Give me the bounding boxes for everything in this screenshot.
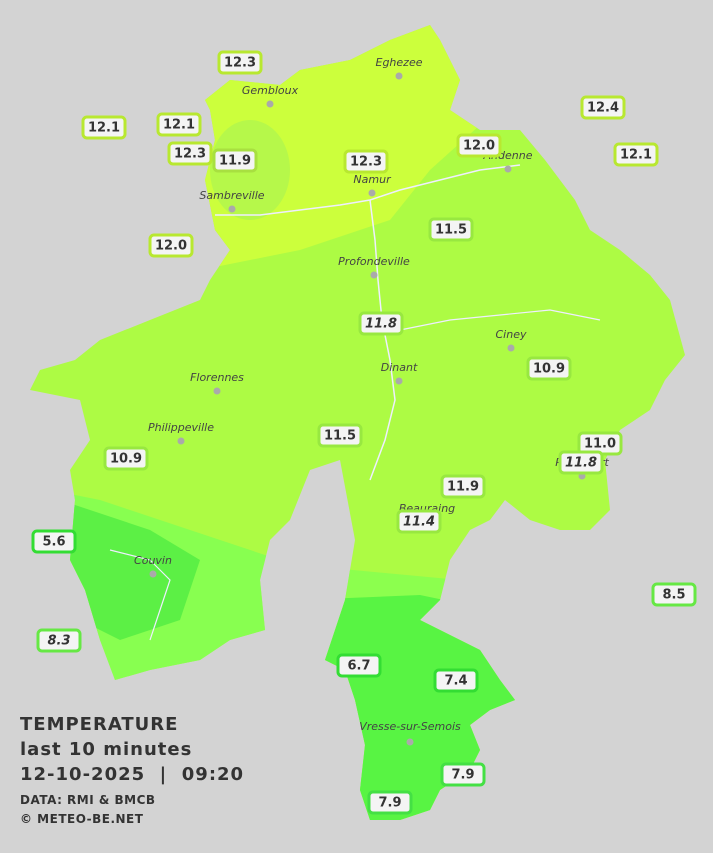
- station-value: 12.3: [350, 155, 382, 170]
- station-badge: [428, 217, 474, 242]
- station-value: 11.9: [219, 154, 251, 169]
- station-badge: [440, 474, 486, 499]
- station-value: 11.8: [565, 456, 597, 471]
- station-badge: [396, 509, 442, 534]
- town-dot: [507, 344, 515, 352]
- station-badge: [317, 423, 363, 448]
- station-value: 12.0: [155, 239, 187, 254]
- station-value: 12.4: [587, 101, 619, 116]
- town-dot: [149, 570, 157, 578]
- station-value: 12.0: [463, 139, 495, 154]
- station-badge: [36, 628, 82, 653]
- town-name: Vresse-sur-Semois: [359, 720, 461, 733]
- town-name: Dinant: [381, 361, 418, 374]
- station-badge: [526, 356, 572, 381]
- station-value: 12.1: [88, 121, 120, 136]
- town-dot: [228, 205, 236, 213]
- station-badge: [156, 112, 202, 137]
- town-name: Philippeville: [148, 421, 214, 434]
- stations: 12.3 12.1 12.1 12.3 11.9 12.3 12.0 12.4 12.1 12.0…: [31, 50, 697, 815]
- copyright: © METEO-BE.NET: [20, 812, 144, 826]
- town-name: Ciney: [496, 328, 527, 341]
- station-badge: [613, 142, 659, 167]
- source: DATA: RMI & BMCB: [20, 793, 156, 807]
- station-value: 11.5: [324, 429, 356, 444]
- town-dot: [266, 100, 274, 108]
- station-value: 12.1: [620, 148, 652, 163]
- town-name: Namur: [353, 173, 392, 186]
- station-badge: [167, 141, 213, 166]
- station-value: 11.4: [403, 515, 435, 530]
- town-name: Profondeville: [338, 255, 410, 268]
- town-name: Sambreville: [199, 189, 264, 202]
- station-value: 5.6: [42, 535, 65, 550]
- town-name: Florennes: [190, 371, 244, 384]
- station-badge: [558, 450, 604, 475]
- station-badge: [217, 50, 263, 75]
- town-name: Eghezee: [376, 56, 423, 69]
- title: TEMPERATURE: [20, 714, 178, 735]
- town-dot: [370, 271, 378, 279]
- station-value: 10.9: [110, 452, 142, 467]
- town-dot: [395, 377, 403, 385]
- station-badge: [103, 446, 149, 471]
- station-value: 12.3: [174, 147, 206, 162]
- station-badge: [580, 95, 626, 120]
- towns: EghezeeGemblouxAndenneNamurSambrevillePr…: [134, 56, 609, 746]
- station-badge: [651, 582, 697, 607]
- station-badge: [31, 529, 77, 554]
- station-badge: [343, 149, 389, 174]
- station-value: 10.9: [533, 362, 565, 377]
- station-value: 8.5: [662, 588, 685, 603]
- station-value: 7.9: [378, 796, 401, 811]
- station-value: 11.8: [365, 317, 397, 332]
- station-badge: [358, 311, 404, 336]
- town-name: Couvin: [134, 554, 172, 567]
- station-badge: [81, 115, 127, 140]
- station-badge: [456, 133, 502, 158]
- town-name: Gembloux: [242, 84, 299, 97]
- station-value: 12.3: [224, 56, 256, 71]
- station-badge: [336, 653, 382, 678]
- town-dot: [406, 738, 414, 746]
- station-badge: [433, 668, 479, 693]
- datetime: 12-10-2025 | 09:20: [20, 764, 244, 785]
- station-value: 6.7: [347, 659, 370, 674]
- station-badge: [212, 148, 258, 173]
- station-value: 7.9: [451, 768, 474, 783]
- station-value: 8.3: [47, 634, 70, 649]
- station-value: 12.1: [163, 118, 195, 133]
- town-dot: [368, 189, 376, 197]
- station-value: 11.0: [584, 437, 616, 452]
- subtitle: last 10 minutes: [20, 739, 192, 760]
- station-badge: [367, 790, 413, 815]
- town-dot: [395, 72, 403, 80]
- station-badge: [440, 762, 486, 787]
- station-badge: [148, 233, 194, 258]
- station-value: 11.5: [435, 223, 467, 238]
- town-dot: [177, 437, 185, 445]
- town-dot: [504, 165, 512, 173]
- station-value: 11.9: [447, 480, 479, 495]
- town-dot: [213, 387, 221, 395]
- station-value: 7.4: [444, 674, 467, 689]
